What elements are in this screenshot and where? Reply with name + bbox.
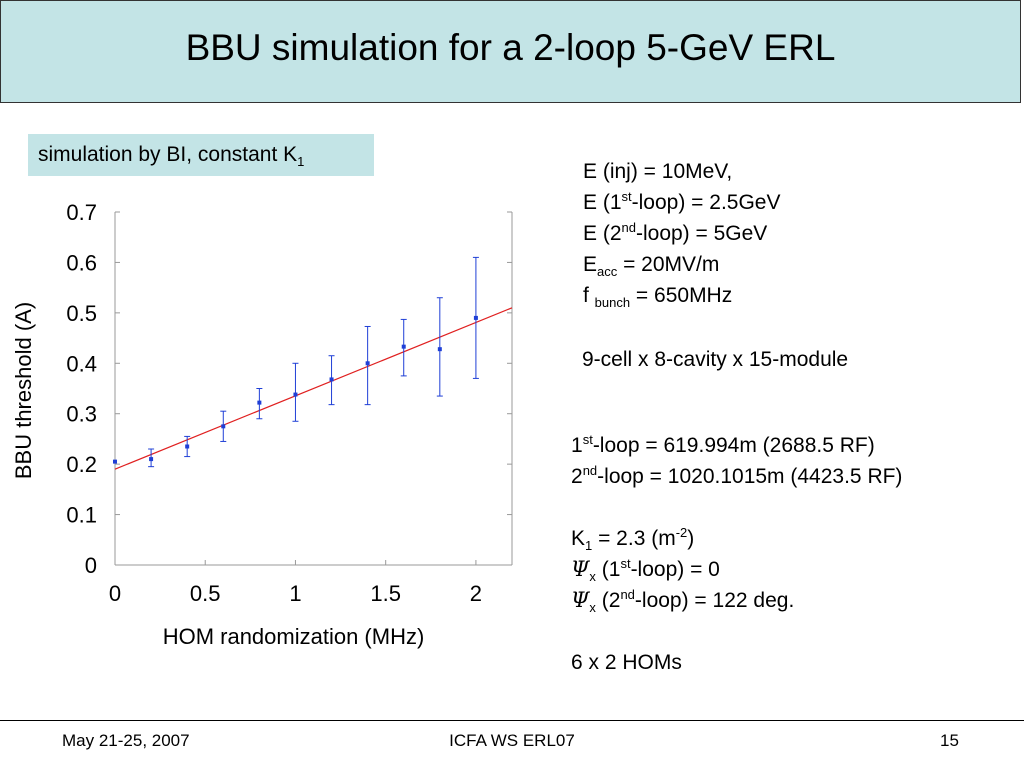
param-psi-loop1: Ψx (1st-loop) = 0	[571, 556, 720, 584]
param-psi-loop2: Ψx (2nd-loop) = 122 deg.	[571, 587, 795, 615]
param-injection-energy: E (inj) = 10MeV,	[583, 160, 733, 183]
data-point	[293, 392, 298, 397]
x-tick-label: 1.5	[370, 581, 401, 606]
y-tick-label: 0.4	[66, 351, 97, 376]
fit-line	[114, 307, 513, 470]
y-tick-label: 0.2	[66, 452, 97, 477]
y-tick-label: 0.5	[66, 301, 97, 326]
x-tick-label: 0.5	[190, 581, 221, 606]
y-axis-label: BBU threshold (A)	[11, 302, 36, 479]
x-tick-label: 0	[109, 581, 121, 606]
x-tick-label: 1	[289, 581, 301, 606]
y-tick-label: 0.7	[66, 200, 97, 225]
param-loop2-length: 2nd-loop = 1020.1015m (4423.5 RF)	[571, 463, 903, 488]
simulation-label-sub: 1	[297, 154, 305, 169]
param-loop2-energy: E (2nd-loop) = 5GeV	[583, 220, 768, 245]
y-tick-label: 0.6	[66, 250, 97, 275]
x-axis-label: HOM randomization (MHz)	[163, 624, 425, 649]
title-bar: BBU simulation for a 2-loop 5-GeV ERL	[0, 0, 1021, 103]
param-bunch-frequency: f bunch = 650MHz	[583, 284, 733, 310]
footer-page-number: 15	[940, 731, 959, 750]
param-cavity-config: 9-cell x 8-cavity x 15-module	[582, 348, 849, 371]
data-point	[401, 344, 406, 349]
simulation-label: simulation by BI, constant K1	[28, 134, 374, 176]
footer-divider	[0, 720, 1024, 721]
parameters-block-1: E (inj) = 10MeV, E (1st-loop) = 2.5GeV E…	[583, 156, 780, 311]
simulation-label-text: simulation by BI, constant K	[38, 143, 298, 166]
param-loop1-energy: E (1st-loop) = 2.5GeV	[583, 189, 781, 214]
y-tick-label: 0	[85, 553, 97, 578]
data-point	[257, 400, 262, 405]
param-homs: 6 x 2 HOMs	[571, 651, 682, 674]
footer-event: ICFA WS ERL07	[449, 731, 575, 750]
data-point	[221, 424, 226, 429]
data-point	[365, 361, 370, 366]
y-tick-label: 0.1	[66, 503, 97, 528]
param-k1: K1 = 2.3 (m-2)	[571, 525, 695, 553]
x-tick-label: 2	[470, 581, 482, 606]
y-tick-label: 0.3	[66, 402, 97, 427]
bbu-threshold-chart: 0 0.1 0.2 0.3 0.4 0.5 0.6 0.7 0 0.5 1 1.5 2 HOM rando…	[11, 200, 513, 649]
data-point	[437, 347, 442, 352]
param-loop1-length: 1st-loop = 619.994m (2688.5 RF)	[571, 432, 875, 457]
data-point	[329, 377, 334, 382]
parameters-block-2: 1st-loop = 619.994m (2688.5 RF) 2nd-loop…	[571, 430, 902, 678]
data-point	[185, 444, 190, 449]
footer-date: May 21-25, 2007	[62, 731, 190, 750]
data-point	[149, 457, 154, 462]
data-point	[113, 459, 117, 464]
page-title: BBU simulation for a 2-loop 5-GeV ERL	[185, 27, 836, 68]
data-point	[473, 315, 478, 320]
param-eacc: Eacc = 20MV/m	[583, 253, 720, 279]
